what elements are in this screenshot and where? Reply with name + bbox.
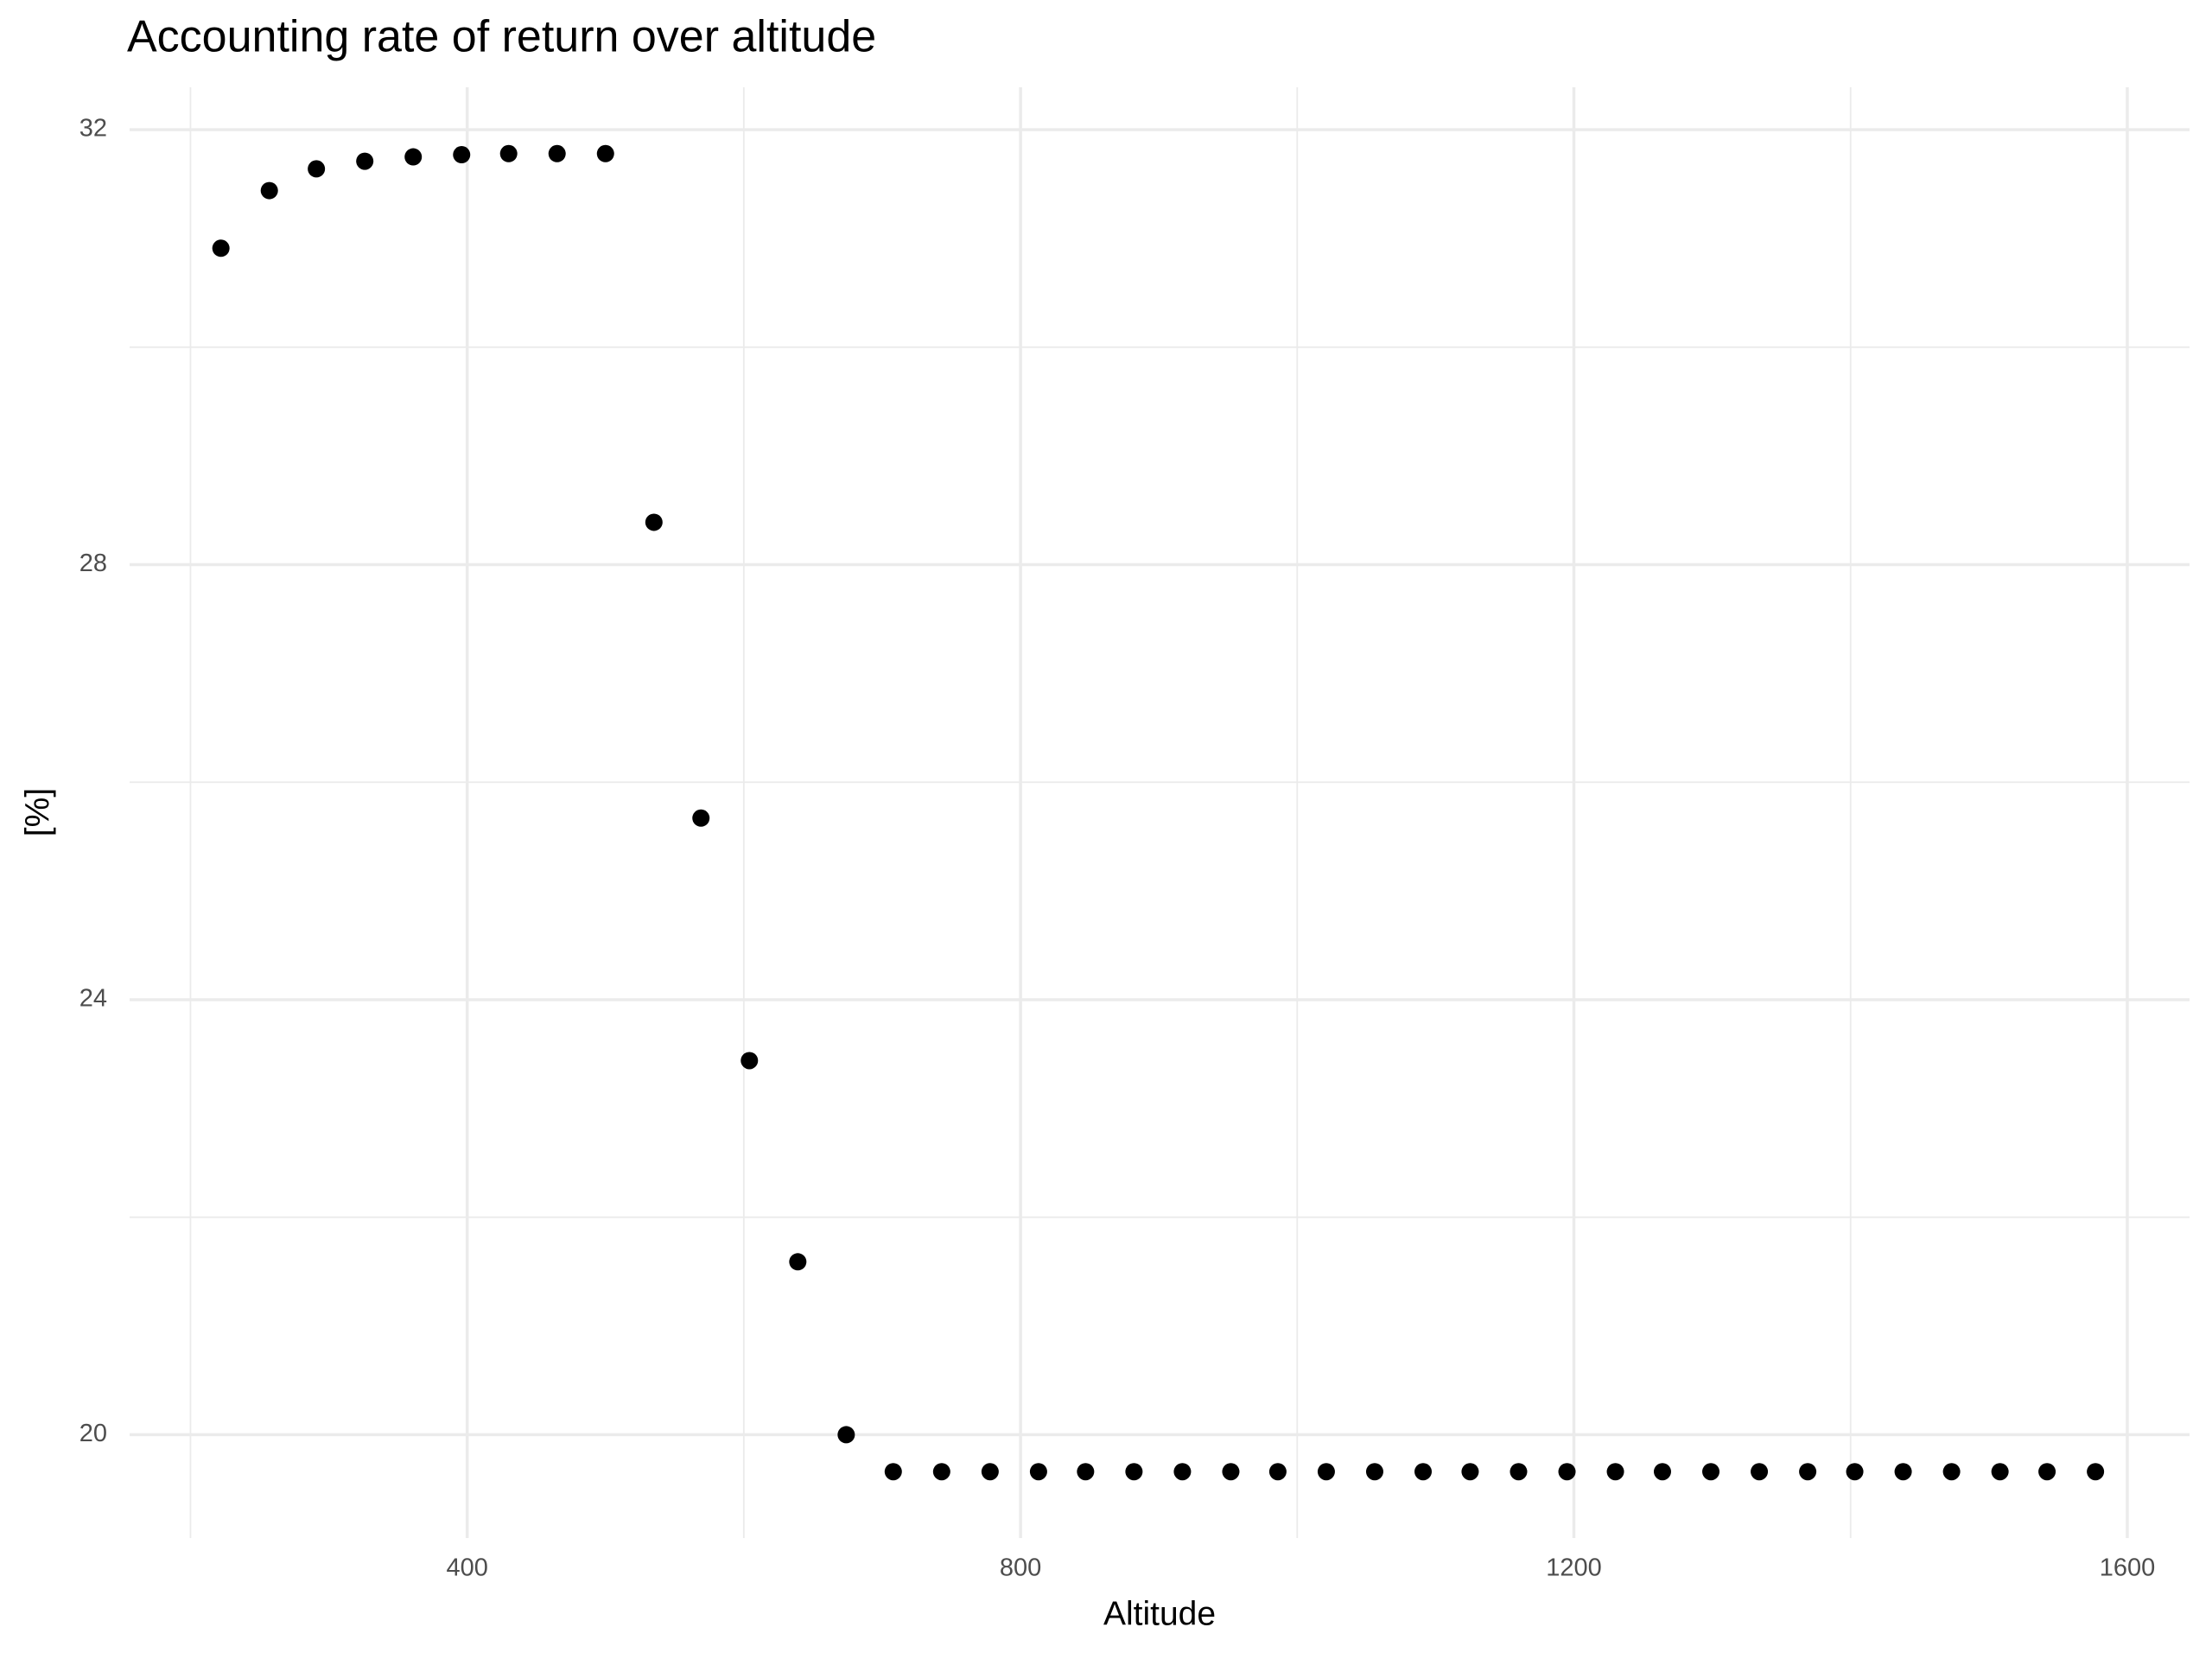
- point: [1268, 1463, 1287, 1481]
- point: [1799, 1463, 1817, 1481]
- y-tick-label: 20: [79, 1420, 107, 1447]
- point: [1414, 1463, 1433, 1481]
- point: [260, 181, 278, 200]
- point: [1606, 1463, 1624, 1481]
- point: [645, 513, 663, 531]
- point: [1653, 1463, 1671, 1481]
- point: [453, 146, 471, 164]
- point: [1173, 1463, 1192, 1481]
- point: [404, 148, 423, 166]
- y-tick-label: 24: [79, 985, 107, 1013]
- point: [1991, 1463, 2009, 1481]
- x-tick-label: 800: [1000, 1554, 1041, 1582]
- point: [548, 144, 566, 162]
- point: [1702, 1463, 1720, 1481]
- x-tick-label: 1200: [1546, 1554, 1602, 1582]
- point: [981, 1463, 999, 1481]
- point: [1077, 1463, 1095, 1481]
- point: [837, 1426, 855, 1444]
- y-tick-label: 32: [79, 115, 107, 143]
- point: [932, 1463, 950, 1481]
- point: [1317, 1463, 1335, 1481]
- point: [1558, 1463, 1576, 1481]
- point: [1461, 1463, 1479, 1481]
- point: [1846, 1463, 1864, 1481]
- point: [1510, 1463, 1528, 1481]
- point: [1942, 1463, 1961, 1481]
- point: [308, 160, 326, 178]
- point: [884, 1463, 902, 1481]
- x-tick-label: 1600: [2100, 1554, 2156, 1582]
- point: [2038, 1463, 2056, 1481]
- point: [1125, 1463, 1143, 1481]
- point: [1365, 1463, 1383, 1481]
- point: [1222, 1463, 1240, 1481]
- point: [2087, 1463, 2105, 1481]
- point: [1894, 1463, 1912, 1481]
- point: [212, 239, 230, 257]
- point: [692, 809, 710, 827]
- y-axis-title: [%]: [19, 788, 56, 836]
- x-tick-label: 400: [446, 1554, 487, 1582]
- point: [356, 152, 374, 170]
- point: [499, 144, 518, 162]
- point: [789, 1253, 807, 1271]
- point: [1751, 1463, 1769, 1481]
- point: [596, 144, 614, 162]
- point: [741, 1052, 759, 1070]
- y-tick-label: 28: [79, 550, 107, 577]
- x-axis-title: Altitude: [1103, 1595, 1216, 1632]
- point: [1029, 1463, 1047, 1481]
- chart-title: Accounting rate of return over altitude: [127, 12, 876, 62]
